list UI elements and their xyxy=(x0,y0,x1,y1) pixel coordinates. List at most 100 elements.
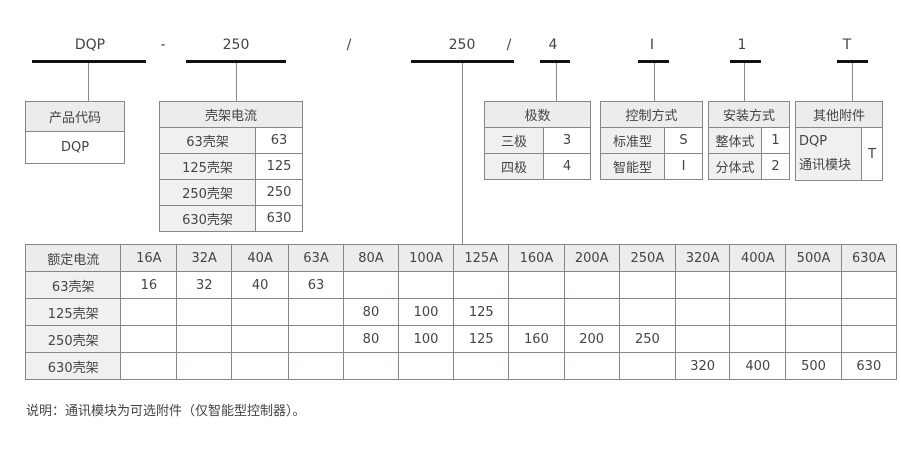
table-cell xyxy=(288,325,344,353)
bar-poles xyxy=(540,60,570,63)
table-cell: 100 xyxy=(397,298,455,326)
row-label: 250壳架 xyxy=(24,325,122,353)
column-header: 250A xyxy=(618,244,676,272)
poles-label: 四极 xyxy=(484,153,544,180)
install-label: 整体式 xyxy=(708,127,762,154)
connector-line xyxy=(462,63,463,244)
control-row: 标准型 S xyxy=(600,127,703,154)
frame_current-value: 250 xyxy=(255,179,303,206)
connector-line xyxy=(88,63,89,101)
code-slash-1: / xyxy=(346,37,352,53)
table-cell: 250 xyxy=(618,325,676,353)
table-cell: 63 xyxy=(288,271,344,299)
product-code-table: 产品代码 DQP xyxy=(25,101,125,164)
product-code-value: DQP xyxy=(25,131,125,164)
code-control: I xyxy=(649,37,655,53)
poles-title: 极数 xyxy=(484,101,591,128)
row-label: 125壳架 xyxy=(24,298,122,326)
column-header: 200A xyxy=(563,244,620,272)
install-value: 1 xyxy=(761,127,790,154)
table-cell: 32 xyxy=(176,271,233,299)
table-cell xyxy=(674,298,731,326)
frame_current-row: 630壳架 630 xyxy=(159,205,303,232)
poles-row: 四极 4 xyxy=(484,153,591,180)
table-cell xyxy=(840,298,898,326)
rated-current-table: 额定电流 16A 32A 40A 63A 80A 100A 125A 160A 200A 250A 3… xyxy=(24,244,898,380)
table-cell xyxy=(342,271,399,299)
column-header: 320A xyxy=(674,244,731,272)
poles-row: 三极 3 xyxy=(484,127,591,154)
table-cell xyxy=(176,325,233,353)
table-row: 63壳架 16 32 40 63 xyxy=(24,271,898,299)
bar-rated xyxy=(411,60,514,63)
install-value: 2 xyxy=(761,153,790,180)
table-cell: 125 xyxy=(453,325,510,353)
column-header: 630A xyxy=(840,244,898,272)
column-header: 125A xyxy=(453,244,510,272)
table-header-row: 额定电流 16A 32A 40A 63A 80A 100A 125A 160A 200A 250A 3… xyxy=(24,244,898,272)
column-header: 100A xyxy=(397,244,455,272)
table-cell: 40 xyxy=(231,271,290,299)
table-row: 125壳架 80 100 125 xyxy=(24,298,898,326)
control-title: 控制方式 xyxy=(600,101,703,128)
table-cell xyxy=(563,352,620,380)
code-accessory: T xyxy=(842,37,852,53)
bar-frame xyxy=(186,60,286,63)
poles-value: 3 xyxy=(543,127,591,154)
table-cell xyxy=(618,298,676,326)
table-cell xyxy=(397,271,455,299)
frame_current-label: 250壳架 xyxy=(159,179,256,206)
table-cell: 320 xyxy=(674,352,731,380)
table-cell: 160 xyxy=(508,325,565,353)
bar-control xyxy=(638,60,669,63)
table-cell xyxy=(729,298,787,326)
bar-accessory xyxy=(837,60,868,63)
table-cell xyxy=(785,325,842,353)
table-cell xyxy=(120,325,178,353)
frame_current-row: 125壳架 125 xyxy=(159,153,303,180)
table-cell: 125 xyxy=(453,298,510,326)
table-cell xyxy=(563,298,620,326)
column-header: 63A xyxy=(288,244,344,272)
frame_current-label: 125壳架 xyxy=(159,153,256,180)
table-cell xyxy=(785,298,842,326)
table-cell xyxy=(397,352,455,380)
table-cell xyxy=(231,352,290,380)
table-cell xyxy=(674,271,731,299)
code-dash: - xyxy=(160,37,166,53)
table-cell xyxy=(508,271,565,299)
install-table: 安装方式 整体式 1 分体式 2 xyxy=(708,101,790,180)
code-poles: 4 xyxy=(548,37,558,53)
table-cell xyxy=(120,352,178,380)
column-header: 16A xyxy=(120,244,178,272)
connector-line xyxy=(556,63,557,101)
frame-current-table: 壳架电流 63壳架 63 125壳架 125 250壳架 250 630壳架 630 xyxy=(159,101,303,232)
table-cell xyxy=(176,298,233,326)
table-cell xyxy=(453,271,510,299)
table-cell xyxy=(288,352,344,380)
column-header: 500A xyxy=(785,244,842,272)
frame_current-label: 63壳架 xyxy=(159,127,256,154)
install-title: 安装方式 xyxy=(708,101,790,128)
table-cell xyxy=(288,298,344,326)
column-header: 额定电流 xyxy=(24,244,122,272)
install-row: 分体式 2 xyxy=(708,153,790,180)
table-cell xyxy=(563,271,620,299)
accessory-label-line2: 通讯模块 xyxy=(799,158,852,173)
table-row: 250壳架 80 100 125 160 200 250 xyxy=(24,325,898,353)
table-cell xyxy=(453,352,510,380)
table-cell xyxy=(508,298,565,326)
control-table: 控制方式 标准型 S 智能型 I xyxy=(600,101,703,180)
install-label: 分体式 xyxy=(708,153,762,180)
code-rated: 250 xyxy=(448,37,476,53)
table-cell xyxy=(231,325,290,353)
bar-install xyxy=(730,60,761,63)
frame_current-label: 630壳架 xyxy=(159,205,256,232)
connector-line xyxy=(654,63,655,101)
frame_current-value: 63 xyxy=(255,127,303,154)
table-cell xyxy=(840,271,898,299)
bar-product xyxy=(32,60,146,63)
table-cell xyxy=(840,325,898,353)
note-text: 说明：通讯模块为可选附件（仅智能型控制器）。 xyxy=(26,404,306,419)
table-cell xyxy=(120,298,178,326)
